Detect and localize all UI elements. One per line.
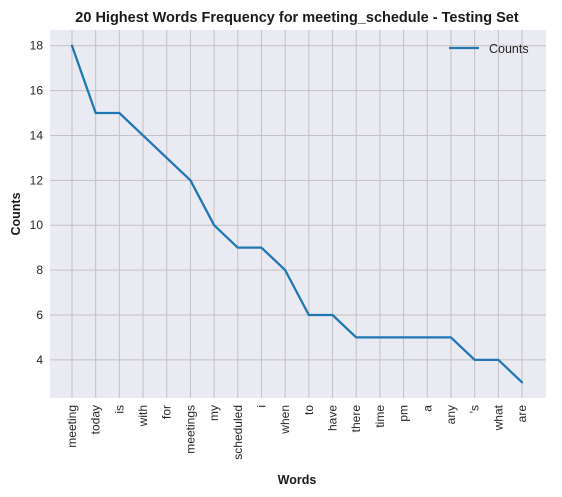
x-tick-label: when xyxy=(278,405,292,435)
x-tick-label: any xyxy=(444,405,458,424)
x-tick-label: for xyxy=(160,405,174,419)
x-tick-label: is xyxy=(112,405,126,414)
legend-label-counts: Counts xyxy=(489,42,529,56)
plot-area xyxy=(50,30,546,398)
x-tick-label: are xyxy=(515,405,529,423)
x-tick-label: meeting xyxy=(65,405,79,448)
x-gridlines xyxy=(71,30,523,398)
series-line-counts xyxy=(70,44,524,384)
x-tick-label: today xyxy=(89,405,103,434)
x-tick-label: there xyxy=(349,405,363,433)
y-tick-label: 4 xyxy=(36,353,43,367)
x-axis-label: Words xyxy=(278,473,317,487)
y-tick-label: 12 xyxy=(30,173,44,187)
y-tick-label: 8 xyxy=(36,263,43,277)
x-tick-label: time xyxy=(373,405,387,428)
x-tick-label: to xyxy=(302,405,316,415)
x-tick-label: meetings xyxy=(183,405,197,454)
y-gridlines xyxy=(50,45,546,361)
y-axis-label: Counts xyxy=(9,192,23,235)
y-tick-labels: 4 6 8 10 12 14 16 18 xyxy=(30,39,44,367)
x-tick-label: i xyxy=(254,405,268,408)
y-tick-label: 6 xyxy=(36,308,43,322)
x-tick-label: have xyxy=(326,405,340,431)
x-tick-label: 's xyxy=(468,405,482,413)
y-tick-label: 10 xyxy=(30,218,44,232)
x-tick-label: a xyxy=(420,405,434,412)
x-tick-labels: meeting today is with for meetings my scheduled… xyxy=(65,404,529,459)
x-tick-label: with xyxy=(136,405,150,427)
y-tick-label: 18 xyxy=(30,39,44,53)
x-tick-label: scheduled xyxy=(231,405,245,460)
y-tick-label: 14 xyxy=(30,128,44,142)
x-tick-label: my xyxy=(207,405,221,421)
legend: Counts xyxy=(449,42,529,56)
chart-title: 20 Highest Words Frequency for meeting_s… xyxy=(75,10,519,26)
x-tick-label: what xyxy=(491,404,505,431)
y-tick-label: 16 xyxy=(30,84,44,98)
x-tick-label: pm xyxy=(397,405,411,422)
